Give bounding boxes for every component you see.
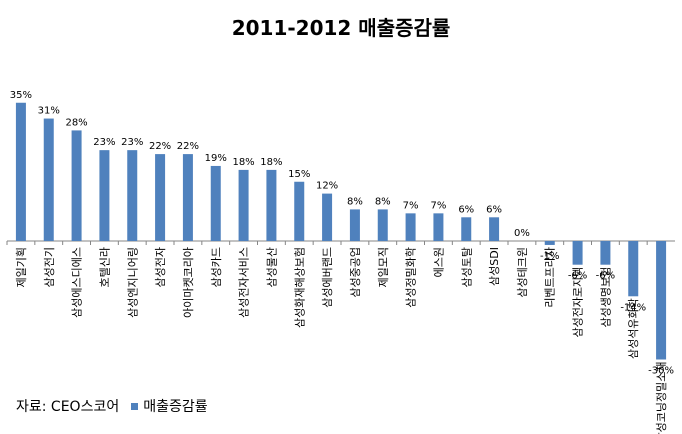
data-label: 6% (486, 204, 502, 215)
legend: 매출증감률 (131, 396, 208, 416)
category-label: 삼성토탈 (460, 247, 473, 287)
bar (99, 150, 110, 241)
category-label: 삼성전자로지텍 (572, 267, 585, 338)
data-label: 19% (205, 153, 227, 164)
data-label: 28% (65, 117, 87, 128)
bar (349, 209, 360, 241)
data-label: -6% (568, 271, 587, 282)
bar (71, 130, 82, 241)
bar (461, 217, 472, 241)
data-label: 7% (430, 200, 446, 211)
bar (322, 193, 333, 241)
data-label: -30% (648, 366, 674, 377)
chart-footer: 자료: CEO스코어 매출증감률 (16, 396, 208, 416)
data-label: -6% (596, 271, 615, 282)
data-label: 18% (260, 157, 282, 168)
bar (155, 154, 166, 241)
bar (405, 213, 416, 241)
data-label: 8% (347, 196, 363, 207)
category-label: 삼성코닝정밀소재 (655, 362, 668, 434)
category-label: 아이마켓코리아 (182, 247, 195, 318)
category-label: 삼성엔지니어링 (126, 247, 139, 318)
chart-title: 2011-2012 매출증감률 (231, 16, 451, 40)
category-label: 호텔신라 (98, 247, 111, 287)
data-label: 23% (93, 137, 115, 148)
category-label: 삼성테크윈 (515, 247, 529, 298)
data-label: 7% (403, 200, 419, 211)
bar (182, 154, 193, 241)
data-label: -1% (540, 251, 559, 262)
data-label: 15% (288, 169, 310, 180)
bar (210, 165, 221, 241)
bar (377, 209, 388, 241)
data-label: -14% (620, 302, 646, 313)
data-label: 31% (38, 106, 60, 117)
bar (15, 102, 26, 241)
data-label: 18% (232, 157, 254, 168)
legend-swatch (131, 402, 139, 410)
data-label: 12% (316, 181, 338, 192)
bar (238, 169, 249, 241)
category-label: 삼성SDI (488, 247, 501, 286)
bar (433, 213, 444, 241)
bar (600, 241, 611, 265)
bar (43, 118, 54, 241)
data-label: 0% (514, 228, 530, 239)
bar (572, 241, 583, 265)
data-label: 8% (375, 196, 391, 207)
data-label: 23% (121, 137, 143, 148)
bar (544, 241, 555, 245)
category-label: 제일모직 (376, 247, 390, 287)
data-label: 22% (149, 141, 171, 152)
bar (294, 181, 305, 241)
source-note: 자료: CEO스코어 (16, 399, 120, 415)
category-label: 삼성중공업 (349, 247, 362, 298)
category-label: 삼성전자서비스 (238, 247, 251, 318)
category-label: 삼성카드 (210, 247, 223, 287)
category-label: 삼성에버랜드 (321, 247, 334, 308)
data-label: 6% (458, 204, 474, 215)
bar (266, 169, 277, 241)
category-label: 삼성물산 (265, 247, 278, 287)
data-label: 35% (10, 90, 32, 101)
bar (656, 241, 667, 360)
category-label: 제일기획 (14, 247, 28, 287)
category-label: 삼성생명보험 (599, 267, 612, 328)
category-label: 삼성석유화학 (627, 298, 640, 359)
category-label: 삼성전기 (43, 247, 56, 287)
category-label: 삼성전자 (154, 247, 167, 287)
category-label: 리벤트프라자 (544, 247, 557, 308)
category-label: 에스원 (432, 247, 445, 277)
category-label: 삼성정밀화학 (405, 247, 418, 308)
bar (628, 241, 639, 297)
bar (489, 217, 500, 241)
category-label: 삼성화재해상보험 (292, 247, 306, 328)
legend-label: 매출증감률 (143, 399, 208, 415)
data-label: 22% (177, 141, 199, 152)
bar (127, 150, 138, 241)
category-label: 삼성에스디에스 (71, 247, 84, 318)
